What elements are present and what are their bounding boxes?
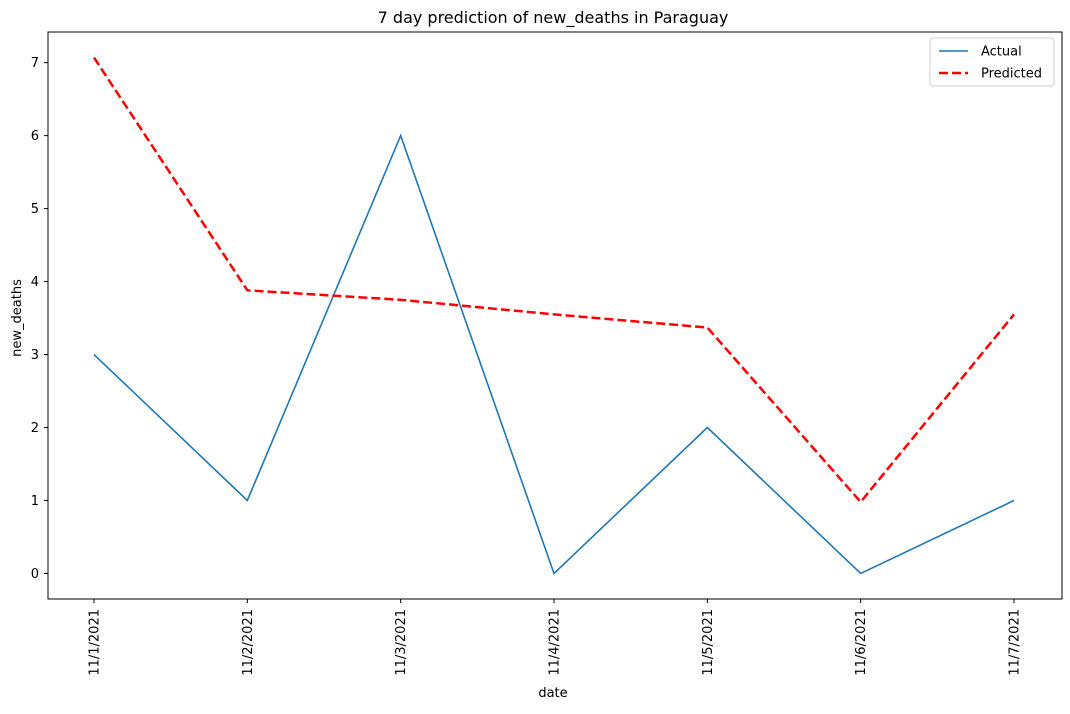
x-tick-label: 11/7/2021 (1008, 609, 1023, 676)
x-tick-label: 11/1/2021 (88, 609, 103, 676)
y-tick-label: 3 (31, 348, 39, 363)
x-tick-label: 11/2/2021 (241, 609, 256, 676)
y-tick-label: 7 (31, 56, 39, 71)
series-line-predicted (92, 56, 1015, 504)
legend: Actual Predicted (929, 37, 1055, 87)
y-tick-label: 4 (31, 275, 39, 290)
y-tick-label: 6 (31, 129, 39, 144)
legend-label-actual: Actual (981, 45, 1022, 60)
series-line-actual (93, 133, 1015, 575)
y-tick-label: 5 (31, 202, 39, 217)
plot-frame (47, 31, 1063, 600)
x-axis-label: date (538, 686, 567, 701)
y-tick-label: 0 (31, 567, 39, 582)
y-tick-label: 2 (31, 421, 39, 436)
y-axis-label: new_deaths (10, 279, 25, 357)
x-tick-label: 11/3/2021 (394, 609, 409, 676)
chart-title: 7 day prediction of new_deaths in Paragu… (378, 8, 729, 28)
x-tick-label: 11/6/2021 (854, 609, 869, 676)
x-tick-label: 11/5/2021 (701, 609, 716, 676)
y-tick-label: 1 (31, 494, 39, 509)
legend-label-predicted: Predicted (981, 67, 1042, 82)
x-tick-label: 11/4/2021 (548, 609, 563, 676)
